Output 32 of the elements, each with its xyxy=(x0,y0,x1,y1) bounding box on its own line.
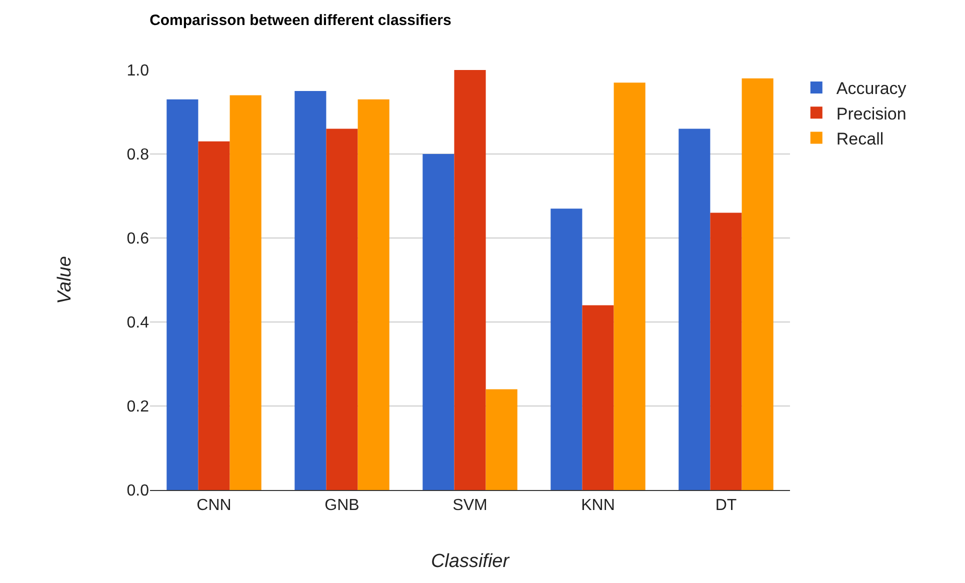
x-axis-title: Classifier xyxy=(430,551,510,572)
bar xyxy=(230,95,262,490)
bar xyxy=(486,389,518,490)
y-tick-label: 0.8 xyxy=(126,146,150,164)
y-tick-label: 0.2 xyxy=(126,398,150,416)
bar xyxy=(166,99,198,490)
legend-label: Recall xyxy=(836,129,884,148)
x-tick-label: SVM xyxy=(452,497,488,514)
y-tick-label: 0.0 xyxy=(126,482,150,500)
y-tick-label: 0.4 xyxy=(126,314,150,332)
bar xyxy=(358,99,390,490)
x-tick-label: DT xyxy=(715,497,737,514)
bar xyxy=(710,212,742,490)
bar xyxy=(198,141,230,490)
bar xyxy=(422,154,454,490)
bar xyxy=(678,128,710,490)
bar xyxy=(550,208,582,490)
y-tick-label: 0.6 xyxy=(126,230,150,248)
y-tick-label: 1.0 xyxy=(126,62,150,80)
bar xyxy=(582,305,614,490)
bar xyxy=(326,128,358,490)
bar xyxy=(294,91,326,490)
x-tick-label: KNN xyxy=(581,497,615,514)
x-tick-label: CNN xyxy=(196,497,232,514)
y-axis-title: Value xyxy=(54,256,76,304)
bar xyxy=(454,70,486,490)
legend-label: Precision xyxy=(836,104,906,124)
legend-label: Accuracy xyxy=(836,79,907,98)
bar xyxy=(614,82,646,490)
bar xyxy=(742,78,774,490)
x-tick-label: GNB xyxy=(324,497,360,514)
chart-title: Comparisson between different classifiers xyxy=(150,12,452,30)
